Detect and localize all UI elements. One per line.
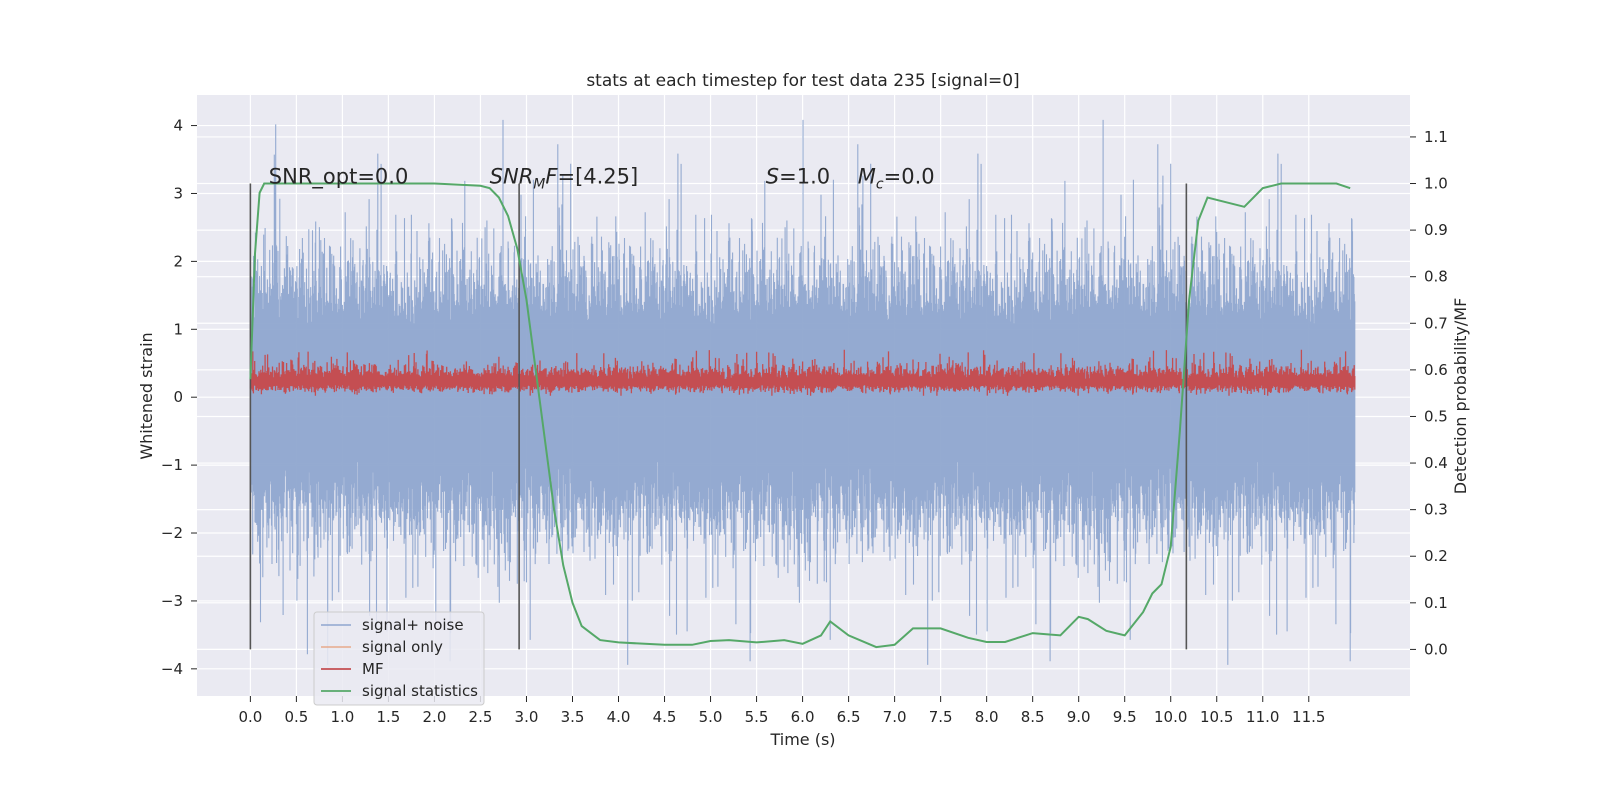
legend-label-signal-statistics: signal statistics (362, 682, 478, 700)
x-tick-label: 10.5 (1200, 708, 1233, 726)
y-right-tick-label: 0.7 (1424, 314, 1448, 332)
signal-statistics-line (249, 182, 1351, 649)
y-left-axis-ticks: −4 −3 −2 −1 0 1 2 3 4 (161, 117, 197, 678)
x-tick-label: 8.0 (975, 708, 999, 726)
annotations: SNR_opt=0.0 SNRMF=[4.25] S=1.0 Mc=0.0 (269, 165, 935, 193)
annotation-mc: Mc=0.0 (858, 165, 935, 193)
y-right-tick-label: 0.1 (1424, 594, 1448, 612)
y-right-tick-label: 0.9 (1424, 221, 1448, 239)
x-tick-label: 4.0 (607, 708, 631, 726)
x-axis-label: Time (s) (769, 730, 835, 749)
x-tick-label: 6.5 (837, 708, 861, 726)
y-right-tick-label: 0.4 (1424, 454, 1448, 472)
y-left-tick-label: 2 (173, 252, 183, 270)
y-left-tick-label: 4 (173, 117, 183, 135)
x-tick-label: 8.5 (1021, 708, 1045, 726)
x-tick-label: 0.0 (238, 708, 262, 726)
chart-title: stats at each timestep for test data 235… (586, 71, 1019, 91)
series-signal-statistics (249, 182, 1351, 649)
y-right-tick-label: 0.3 (1424, 501, 1448, 519)
y-right-axis-label: Detection probability/MF (1451, 298, 1470, 495)
x-tick-label: 3.0 (515, 708, 539, 726)
legend-label-signal-only: signal only (362, 638, 443, 656)
annotation-snr-mf: SNRMF=[4.25] (490, 165, 639, 193)
y-left-tick-label: −2 (161, 524, 183, 542)
x-tick-label: 11.5 (1292, 708, 1325, 726)
legend-box (313, 611, 485, 706)
x-tick-label: 6.0 (791, 708, 815, 726)
x-axis-ticks: 0.0 0.5 1.0 1.5 2.0 2.5 3.0 3.5 4.0 4.5 5.0 5.5 6.0 6… (238, 696, 1325, 726)
y-right-tick-label: 0.8 (1424, 268, 1448, 286)
y-left-tick-label: 3 (173, 184, 183, 202)
y-left-tick-label: 0 (173, 388, 183, 406)
x-tick-label: 9.0 (1067, 708, 1091, 726)
y-right-tick-label: 1.0 (1424, 175, 1448, 193)
y-right-axis-ticks: 0.0 0.1 0.2 0.3 0.4 0.5 0.6 0.7 0.8 0.9 1.0 1.1 (1410, 128, 1448, 658)
x-tick-label: 7.0 (883, 708, 907, 726)
x-tick-label: 5.0 (699, 708, 723, 726)
y-right-tick-label: 0.6 (1424, 361, 1448, 379)
x-tick-label: 2.5 (469, 708, 493, 726)
y-left-tick-label: −3 (161, 592, 183, 610)
x-tick-label: 0.5 (284, 708, 308, 726)
x-tick-label: 2.0 (423, 708, 447, 726)
x-tick-label: 3.5 (561, 708, 585, 726)
y-left-axis-label: Whitened strain (137, 332, 156, 459)
y-right-tick-label: 0.0 (1424, 640, 1448, 658)
y-left-tick-label: −4 (161, 660, 183, 678)
legend: signal+ noise signal only MF signal stat… (313, 611, 485, 706)
x-tick-label: 11.0 (1246, 708, 1279, 726)
x-tick-label: 5.5 (745, 708, 769, 726)
x-tick-label: 7.5 (929, 708, 953, 726)
annotation-s: S=1.0 (766, 165, 830, 189)
y-left-tick-label: 1 (173, 320, 183, 338)
y-right-tick-label: 1.1 (1424, 128, 1448, 146)
y-left-tick-label: −1 (161, 456, 183, 474)
y-right-tick-label: 0.2 (1424, 547, 1448, 565)
x-tick-label: 10.0 (1154, 708, 1187, 726)
annotation-snr-opt: SNR_opt=0.0 (269, 165, 409, 190)
legend-label-signal-noise: signal+ noise (362, 616, 464, 634)
x-tick-label: 9.5 (1113, 708, 1137, 726)
x-tick-label: 4.5 (653, 708, 677, 726)
x-tick-label: 1.0 (330, 708, 354, 726)
x-tick-label: 1.5 (376, 708, 400, 726)
legend-label-mf: MF (362, 660, 384, 678)
y-right-tick-label: 0.5 (1424, 407, 1448, 425)
